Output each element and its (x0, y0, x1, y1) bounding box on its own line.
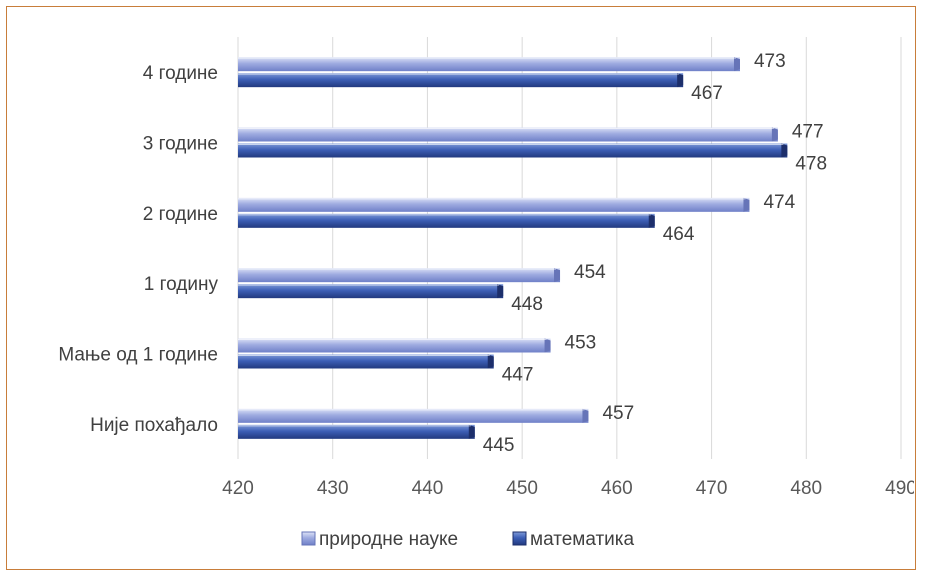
legend-item: математика (512, 529, 635, 550)
x-tick-label: 450 (506, 478, 538, 499)
x-tick-label: 430 (317, 478, 349, 499)
x-tick-label: 490 (885, 478, 914, 499)
bar-math (238, 73, 684, 88)
bar-math (238, 143, 788, 158)
bar-body (238, 213, 655, 228)
category-label: 2 године (143, 204, 218, 225)
bar-body (238, 127, 778, 142)
bar-body (238, 408, 589, 423)
bar-math (238, 284, 504, 299)
bar-body (238, 73, 684, 88)
bar-body (238, 338, 551, 353)
bar-body (238, 354, 494, 369)
bar-body (238, 284, 504, 299)
category-label: 1 годину (144, 274, 219, 295)
bar-nature-science (238, 57, 740, 72)
x-tick-label: 440 (412, 478, 444, 499)
bar-nature-science (238, 338, 551, 353)
bar-body (238, 268, 561, 283)
data-label: 467 (691, 83, 723, 104)
category-label: Није похађало (90, 415, 218, 436)
x-tick-label: 470 (696, 478, 728, 499)
data-label: 447 (502, 365, 534, 386)
chart-frame: 4 године 3 године 2 године 1 годину Мање од … (6, 6, 917, 570)
bar-nature-science (238, 197, 750, 212)
data-label: 448 (511, 294, 543, 315)
bar-end-bevel (743, 197, 750, 212)
data-label: 445 (483, 435, 515, 456)
data-label: 478 (795, 154, 827, 175)
x-tick-label: 460 (601, 478, 633, 499)
data-label: 473 (754, 51, 786, 72)
legend-item: природне науке (301, 529, 458, 550)
category-label: 4 године (143, 63, 218, 84)
bar-end-bevel (733, 57, 740, 72)
bar-math (238, 213, 655, 228)
bar-end-bevel (677, 73, 684, 88)
data-label: 453 (565, 333, 597, 354)
bar-body (238, 143, 788, 158)
data-label: 477 (792, 122, 824, 143)
legend-swatch (512, 531, 527, 546)
bar-nature-science (238, 127, 778, 142)
bar-math (238, 354, 494, 369)
bar-body (238, 57, 740, 72)
bar-end-bevel (582, 408, 589, 423)
bar-end-bevel (771, 127, 778, 142)
x-tick-label: 420 (222, 478, 254, 499)
category-label: Мање од 1 године (58, 345, 218, 366)
bar-end-bevel (648, 213, 655, 228)
bar-math (238, 424, 475, 439)
bar-end-bevel (468, 424, 475, 439)
bar-end-bevel (781, 143, 788, 158)
bar-chart: 4 године 3 године 2 године 1 годину Мање од … (58, 37, 917, 550)
legend-label: природне науке (319, 529, 458, 550)
data-label: 454 (574, 262, 606, 283)
bar-end-bevel (487, 354, 494, 369)
bar-body (238, 424, 475, 439)
category-label: 3 године (143, 134, 218, 155)
data-label: 457 (602, 403, 634, 424)
data-label: 474 (763, 192, 795, 213)
x-tick-label: 480 (790, 478, 822, 499)
legend-swatch (301, 531, 316, 546)
data-label: 464 (663, 224, 695, 245)
bar-end-bevel (497, 284, 504, 299)
bar-end-bevel (544, 338, 551, 353)
bar-nature-science (238, 408, 589, 423)
legend-label: математика (530, 529, 635, 550)
bar-nature-science (238, 268, 561, 283)
bar-body (238, 197, 750, 212)
bar-end-bevel (554, 268, 561, 283)
